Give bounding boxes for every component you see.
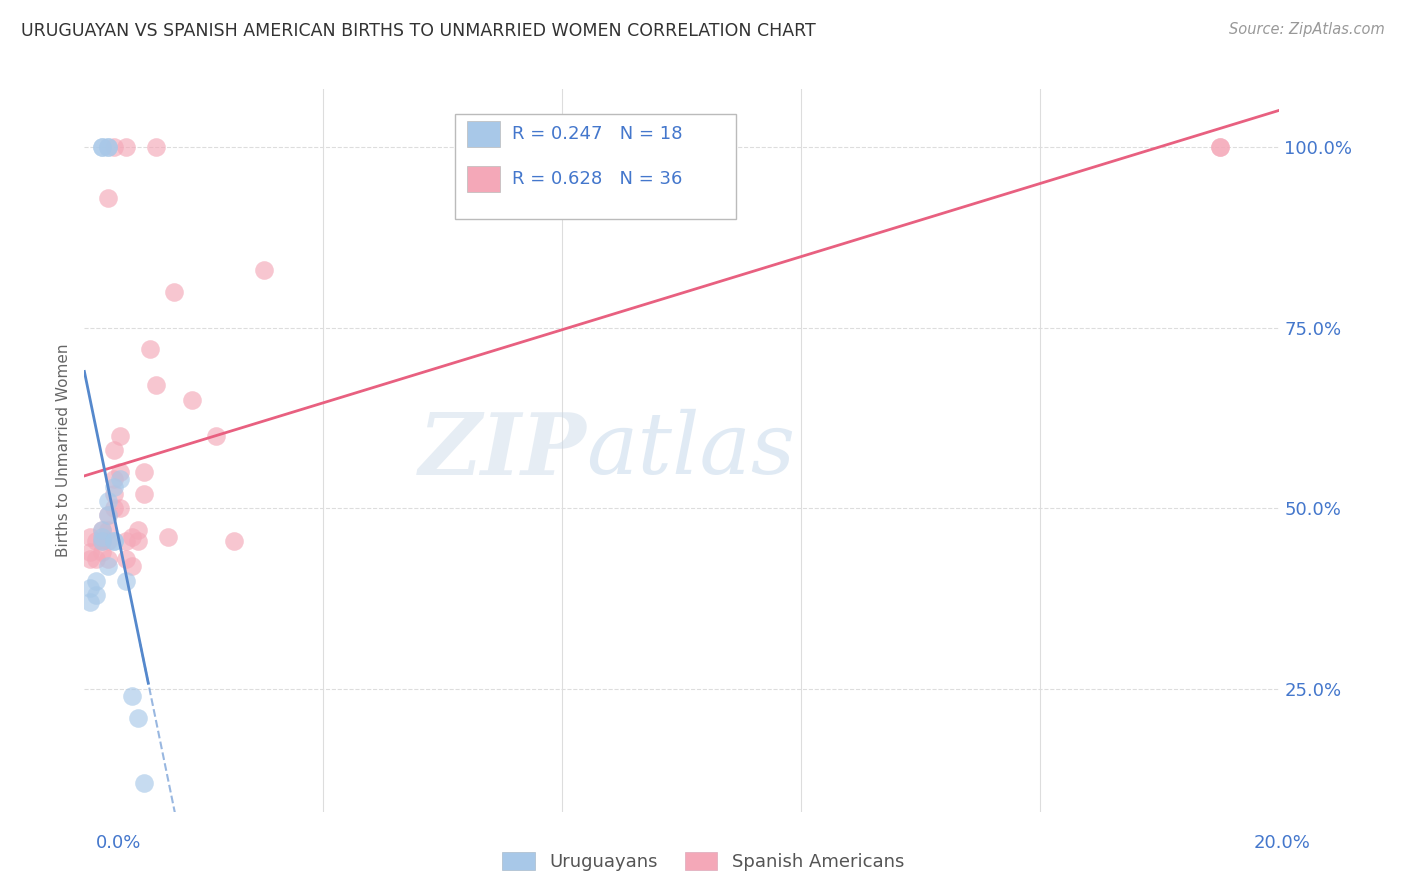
Point <box>127 523 149 537</box>
Point <box>97 508 120 523</box>
Text: 0.0%: 0.0% <box>96 834 141 852</box>
Point <box>127 711 149 725</box>
Text: Source: ZipAtlas.com: Source: ZipAtlas.com <box>1229 22 1385 37</box>
Point <box>145 378 167 392</box>
Point <box>103 501 125 516</box>
Point <box>79 581 101 595</box>
Point <box>110 465 132 479</box>
Point <box>79 544 101 558</box>
Point <box>97 140 120 154</box>
Point <box>121 689 143 703</box>
Point <box>86 588 108 602</box>
Text: R = 0.628   N = 36: R = 0.628 N = 36 <box>512 169 682 188</box>
Point <box>91 523 114 537</box>
Point <box>121 530 143 544</box>
Point <box>91 533 114 548</box>
Point <box>97 533 120 548</box>
Point <box>103 480 125 494</box>
Point <box>79 530 101 544</box>
Point <box>91 523 114 537</box>
Point <box>97 508 120 523</box>
Text: ZIP: ZIP <box>419 409 586 492</box>
FancyBboxPatch shape <box>456 114 735 219</box>
Bar <box>467 121 501 147</box>
Text: URUGUAYAN VS SPANISH AMERICAN BIRTHS TO UNMARRIED WOMEN CORRELATION CHART: URUGUAYAN VS SPANISH AMERICAN BIRTHS TO … <box>21 22 815 40</box>
Point <box>132 465 156 479</box>
Point <box>110 429 132 443</box>
Point <box>181 392 204 407</box>
Bar <box>467 166 501 192</box>
Point <box>86 551 108 566</box>
Point <box>145 140 167 154</box>
Point <box>115 574 138 588</box>
Point <box>115 533 138 548</box>
Point <box>103 140 125 154</box>
Point <box>115 551 138 566</box>
Point <box>97 190 120 204</box>
Point <box>132 487 156 501</box>
Point <box>157 530 180 544</box>
Point <box>110 501 132 516</box>
Point <box>103 487 125 501</box>
Point <box>97 523 120 537</box>
Text: atlas: atlas <box>586 409 796 491</box>
Point <box>79 595 101 609</box>
Point <box>132 776 156 790</box>
Legend: Uruguayans, Spanish Americans: Uruguayans, Spanish Americans <box>495 845 911 879</box>
Point <box>1209 140 1232 154</box>
Point <box>103 443 125 458</box>
Point <box>103 472 125 486</box>
Point <box>91 140 114 154</box>
Point <box>103 533 125 548</box>
Point <box>91 140 114 154</box>
Text: 20.0%: 20.0% <box>1254 834 1310 852</box>
Point <box>205 429 228 443</box>
Point <box>253 263 276 277</box>
Point <box>121 559 143 574</box>
Point <box>91 533 114 548</box>
Point <box>103 533 125 548</box>
Point <box>97 559 120 574</box>
Point <box>139 343 162 357</box>
Point <box>115 140 138 154</box>
Point <box>86 533 108 548</box>
Point <box>86 574 108 588</box>
Point <box>1209 140 1232 154</box>
Point <box>222 533 245 548</box>
Point <box>79 551 101 566</box>
Point <box>163 285 186 299</box>
Point <box>97 551 120 566</box>
Point <box>91 544 114 558</box>
Point <box>91 530 114 544</box>
Point <box>97 494 120 508</box>
Point <box>97 140 120 154</box>
Point <box>110 472 132 486</box>
Y-axis label: Births to Unmarried Women: Births to Unmarried Women <box>56 343 72 558</box>
Point <box>127 533 149 548</box>
Text: R = 0.247   N = 18: R = 0.247 N = 18 <box>512 125 683 143</box>
